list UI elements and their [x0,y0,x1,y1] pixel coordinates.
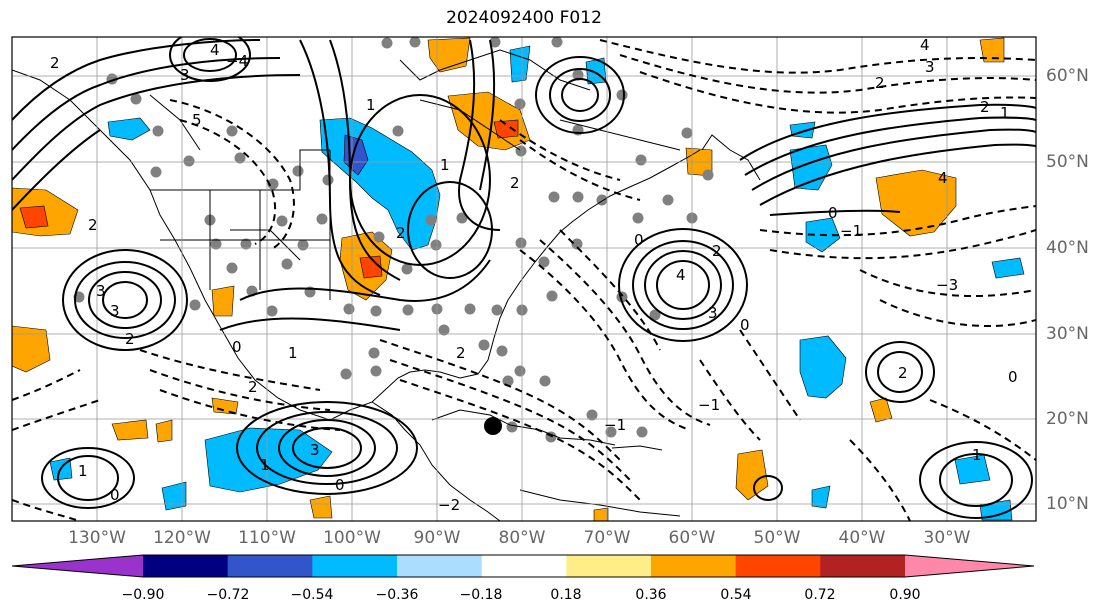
contour-label: 5 [192,111,202,129]
contour-label: 2 [248,378,258,396]
lon-label-110w: 110°W [238,528,296,548]
contour-label: 0 [740,316,750,334]
contour-label: 2 [898,364,908,382]
contour-label: 3 [708,304,718,322]
contour-label: 3 [925,58,935,76]
lon-label-100w: 100°W [323,528,381,548]
contour-label: 1 [288,344,298,362]
colorbar-tick: −0.54 [290,587,334,603]
contour-label: 4 [938,169,948,187]
contour-label: −2 [438,496,460,514]
contour-label: 2 [875,74,885,92]
contour-labels: 4 3 2 5 4 3 2 0 3 3 2 3 1 0 2 1 1 0 4 3 … [50,36,1018,514]
contour-label: 2 [456,344,466,362]
contour-label: 3 [110,302,120,320]
colorbar-segment [820,555,906,577]
contour-label: 2 [980,98,990,116]
positive-contours [12,37,1036,519]
lon-label-70w: 70°W [583,528,631,548]
colorbar-segment [651,555,737,577]
colorbar-tick: 0.36 [635,587,667,603]
contour-label: −3 [936,276,958,294]
lat-label-30n: 30°N [1046,324,1089,344]
colorbar [11,554,1035,578]
colorbar-segment [566,555,652,577]
colorbar-tick: −0.90 [121,587,165,603]
contour-label: 2 [712,242,722,260]
contour-label: 3 [310,441,320,459]
colorbar-extend-max [905,555,1034,577]
colorbar-segment [227,555,313,577]
contour-label: 0 [335,476,345,494]
colorbar-tick: 0.72 [804,587,836,603]
contour-label: 1 [1000,104,1010,122]
colorbar-segment [481,555,567,577]
colorbar-segment [397,555,483,577]
contour-label: 4 [210,41,220,59]
contour-label: 1 [440,156,450,174]
colorbar-segment [143,555,229,577]
contour-label: 0 [1008,368,1018,386]
lat-label-10n: 10°N [1046,494,1089,514]
contour-label: −4 [226,52,248,70]
map-title: 2024092400 F012 [446,8,602,28]
lon-label-130w: 130°W [68,528,126,548]
map-panel: 4 3 2 5 4 3 2 0 3 3 2 3 1 0 2 1 1 0 4 3 … [12,36,1036,521]
lon-label-30w: 30°W [923,528,971,548]
negative-contours [12,39,1036,521]
contour-label: 1 [78,462,88,480]
contour-label: 2 [510,174,520,192]
contour-label: 1 [972,446,982,464]
lon-label-40w: 40°W [838,528,886,548]
lon-label-50w: 50°W [753,528,801,548]
lon-label-90w: 90°W [413,528,461,548]
contour-label: 2 [125,330,135,348]
contour-label: 2 [88,216,98,234]
lon-label-60w: 60°W [668,528,716,548]
contour-label: 3 [96,282,106,300]
contour-label: 2 [50,54,60,72]
storm-center-marker [484,417,502,435]
lat-label-20n: 20°N [1046,409,1089,429]
contour-label: 1 [260,456,270,474]
lat-label-50n: 50°N [1046,152,1089,172]
contour-label: 1 [366,96,376,114]
lon-label-80w: 80°W [498,528,546,548]
colorbar-tick: 0.90 [889,587,921,603]
colorbar-segment [735,555,821,577]
colorbar-tick: 0.54 [720,587,752,603]
contour-label: 2 [396,224,406,242]
lat-label-40n: 40°N [1046,238,1089,258]
colorbar-segment [312,555,398,577]
contour-label: 0 [634,231,644,249]
map-frame [11,36,1037,522]
colorbar-tick: 0.18 [550,587,582,603]
contour-label: −1 [604,416,626,434]
contour-label: 3 [180,66,190,84]
contour-label: 4 [676,266,686,284]
contour-label: 0 [110,486,120,504]
colorbar-tick: −0.36 [375,587,419,603]
contour-label: 4 [920,36,930,54]
lat-label-60n: 60°N [1046,66,1089,86]
contour-label: 0 [828,204,838,222]
colorbar-tick: −0.72 [206,587,250,603]
station-dots [73,37,714,443]
colorbar-extend-min [12,555,143,577]
contour-label: −1 [698,396,720,414]
lon-label-120w: 120°W [153,528,211,548]
contour-label: −1 [840,222,862,240]
contour-label: 0 [232,338,242,356]
colorbar-tick: −0.18 [459,587,503,603]
